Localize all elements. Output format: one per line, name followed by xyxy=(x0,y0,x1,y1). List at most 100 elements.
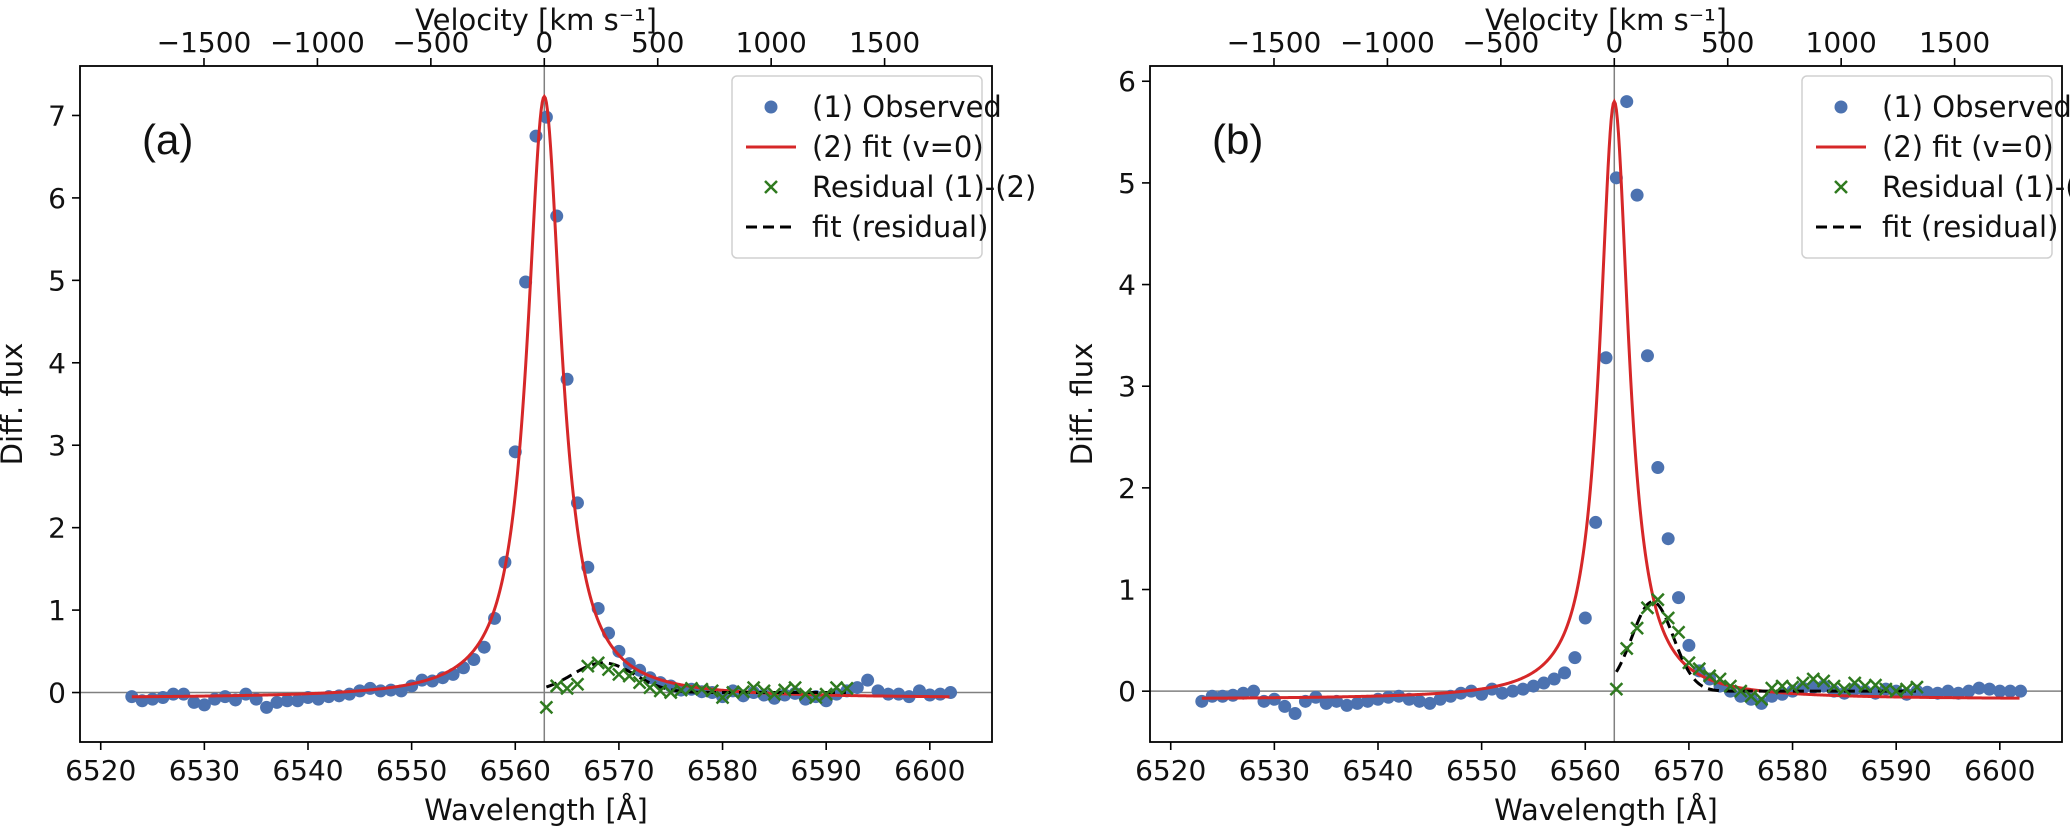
y-axis-title: Diff. flux xyxy=(0,343,29,466)
residual-point xyxy=(1837,682,1852,697)
observed-point xyxy=(1682,638,1696,652)
legend-residual-fit-label: fit (residual) xyxy=(812,210,988,244)
residual-point xyxy=(819,687,834,702)
velocity-tick-label: 0 xyxy=(535,26,553,59)
y-tick-label: 5 xyxy=(1118,167,1136,200)
velocity-tick-label: 1000 xyxy=(736,26,807,59)
residual-point xyxy=(1650,592,1665,607)
x-tick-label: 6580 xyxy=(1757,754,1828,787)
legend-residual-marker xyxy=(1834,180,1848,194)
residual-point xyxy=(580,659,595,674)
residual-point xyxy=(1640,600,1655,615)
observed-point xyxy=(1962,684,1976,698)
residual-point xyxy=(539,700,554,715)
residual-point xyxy=(1609,682,1624,697)
plot-area xyxy=(1150,66,2062,742)
x-tick-label: 6520 xyxy=(1135,754,1206,787)
x-tick-label: 6560 xyxy=(480,754,551,787)
observed-point xyxy=(912,684,926,698)
observed-point xyxy=(1516,682,1530,696)
velocity-tick-label: −500 xyxy=(1462,26,1539,59)
residual-point xyxy=(1889,684,1904,699)
observed-point xyxy=(1288,707,1302,721)
velocity-tick-label: 500 xyxy=(631,26,684,59)
legend-fit-label: (2) fit (v=0) xyxy=(812,130,984,164)
residual-point xyxy=(1692,661,1707,676)
observed-point xyxy=(270,695,284,709)
legend xyxy=(1801,75,2053,259)
fit-curve xyxy=(1201,98,2020,700)
legend xyxy=(731,75,983,259)
velocity-tick-label: −1000 xyxy=(1340,26,1435,59)
panel-b: 6520 6530 6540 6550 6560 6570 6580 6590 66000123… xyxy=(1065,3,2070,827)
residual-point xyxy=(1744,689,1758,704)
residual-point xyxy=(612,667,626,682)
observed-point xyxy=(1350,696,1364,710)
residual-point xyxy=(767,687,782,702)
observed-point xyxy=(2003,684,2017,698)
observed-point xyxy=(550,209,564,223)
residual-point xyxy=(705,684,720,698)
residual-point xyxy=(1899,682,1914,697)
observed-point xyxy=(1630,188,1644,202)
velocity-tick-label: −1500 xyxy=(157,26,252,59)
residual-point xyxy=(1702,669,1717,683)
y-tick-label: 3 xyxy=(1118,370,1136,403)
residual-point xyxy=(1816,674,1831,688)
y-tick-label: 0 xyxy=(1118,675,1136,708)
panel-label: (a) xyxy=(142,116,193,163)
observed-point xyxy=(1599,351,1613,365)
legend-observed-marker xyxy=(764,100,778,114)
y-tick-label: 0 xyxy=(48,677,66,710)
y-tick-label: 6 xyxy=(1118,65,1136,98)
residual-point xyxy=(840,681,854,696)
plot-area xyxy=(80,66,992,742)
observed-point xyxy=(1526,679,1540,693)
x-tick-label: 6530 xyxy=(169,754,240,787)
x-tick-label: 6550 xyxy=(1446,754,1517,787)
y-tick-label: 3 xyxy=(48,429,66,462)
residual-point xyxy=(1713,672,1727,686)
observed-point xyxy=(1537,676,1551,690)
velocity-tick-label: 500 xyxy=(1701,26,1754,59)
y-tick-label: 4 xyxy=(48,347,66,380)
y-axis-title: Diff. flux xyxy=(1065,343,1099,466)
residual-point xyxy=(1785,680,1800,694)
axes-frame xyxy=(1149,65,2063,743)
observed-point xyxy=(1941,684,1955,698)
observed-point xyxy=(1640,349,1654,363)
observed-point xyxy=(1620,95,1634,109)
observed-point xyxy=(187,695,201,709)
observed-point xyxy=(1319,696,1333,710)
observed-point xyxy=(1247,684,1261,698)
residual-point xyxy=(746,680,761,695)
observed-point xyxy=(1278,699,1292,713)
observed-point xyxy=(1672,591,1686,605)
residual-point xyxy=(736,684,751,699)
x-tick-label: 6580 xyxy=(687,754,758,787)
observed-point xyxy=(1361,694,1375,708)
observed-point xyxy=(177,687,191,701)
velocity-tick-label: −1500 xyxy=(1227,26,1322,59)
y-tick-label: 2 xyxy=(1118,472,1136,505)
residual-point xyxy=(663,685,678,700)
observed-point xyxy=(1910,684,1924,698)
legend-observed-label: (1) Observed xyxy=(1882,90,2070,124)
observed-point xyxy=(477,640,491,654)
velocity-tick-label: 1000 xyxy=(1806,26,1877,59)
residual-point xyxy=(1847,676,1862,690)
observed-point xyxy=(280,694,294,708)
residual-point xyxy=(622,669,637,683)
velocity-axis-title: Velocity [km s⁻¹] xyxy=(1485,3,1727,37)
residual-point xyxy=(808,690,823,705)
residual-point xyxy=(1796,676,1810,690)
residual-point xyxy=(1682,655,1696,670)
residual-point xyxy=(1910,680,1924,694)
observed-point xyxy=(1578,611,1592,625)
residual-point xyxy=(1671,625,1686,640)
x-tick-label: 6560 xyxy=(1550,754,1621,787)
x-tick-label: 6590 xyxy=(791,754,862,787)
residual-point xyxy=(1827,679,1841,693)
residual-point xyxy=(757,684,771,698)
